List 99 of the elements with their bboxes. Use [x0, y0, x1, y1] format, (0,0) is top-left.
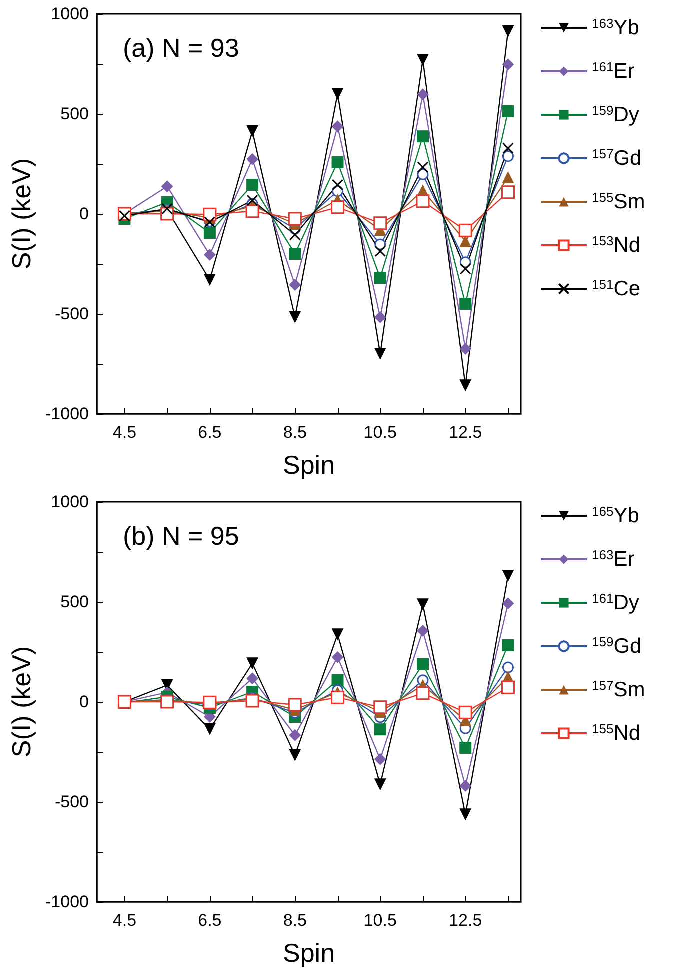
text: (a) N = 93 [123, 33, 240, 63]
point [289, 279, 302, 291]
point [502, 662, 514, 674]
point [203, 696, 217, 710]
point [246, 125, 259, 138]
point [246, 179, 259, 191]
point [460, 263, 472, 275]
point [246, 658, 259, 670]
point [374, 246, 386, 258]
y-tick-label: -1000 [46, 892, 89, 912]
point [416, 658, 429, 670]
point [374, 724, 386, 736]
point [502, 171, 514, 184]
point [502, 58, 514, 71]
point [204, 274, 216, 286]
point [460, 808, 472, 821]
point [246, 153, 259, 166]
point [501, 186, 515, 200]
point [332, 120, 344, 133]
point [416, 686, 430, 700]
point [331, 200, 345, 214]
point [204, 723, 216, 736]
point [160, 695, 174, 709]
x-tick-label: 8.5 [283, 911, 307, 930]
point [460, 343, 472, 355]
x-tick-label: 10.5 [364, 423, 397, 442]
x-tick-label: 4.5 [112, 423, 137, 442]
point [203, 208, 217, 222]
point [416, 598, 429, 611]
point [289, 248, 302, 260]
y-tick-label: 500 [60, 592, 89, 612]
point [417, 168, 429, 180]
x-axis-title: Spin [282, 938, 336, 968]
y-tick-label: -500 [54, 792, 89, 812]
y-tick-label: 1000 [51, 492, 89, 512]
point [460, 298, 472, 310]
point [502, 25, 514, 38]
y-axis-title: S(I) (keV) [6, 158, 37, 270]
point [417, 162, 429, 174]
point [246, 204, 260, 218]
point [289, 311, 302, 324]
x-tick-label: 12.5 [449, 423, 482, 442]
point [460, 780, 472, 792]
point [246, 672, 259, 685]
point [502, 105, 514, 118]
y-tick-label: 0 [80, 692, 89, 712]
x-tick-label: 4.5 [112, 911, 137, 930]
y-tick-label: -1000 [46, 404, 89, 424]
point [502, 570, 514, 582]
point [246, 194, 258, 206]
y-tick-label: -500 [54, 304, 89, 324]
point [416, 194, 430, 208]
point [332, 628, 344, 641]
point [458, 224, 472, 238]
point [246, 694, 260, 708]
point [374, 216, 388, 230]
point [502, 142, 514, 154]
point [416, 130, 429, 143]
point [288, 698, 302, 712]
y-tick-label: 1000 [51, 4, 89, 24]
point [502, 150, 514, 162]
y-axis-title: S(I) (keV) [6, 646, 37, 758]
point [374, 700, 388, 714]
point [204, 249, 216, 261]
x-tick-label: 8.5 [283, 423, 307, 442]
point [416, 88, 429, 101]
point [289, 729, 302, 742]
point [204, 227, 216, 239]
point [374, 778, 386, 791]
x-tick-label: 12.5 [449, 911, 482, 930]
point [289, 229, 301, 241]
x-axis-title: Spin [282, 450, 336, 480]
point [501, 680, 515, 694]
y-tick-label: 0 [80, 204, 89, 224]
y-tick-label: 500 [60, 104, 89, 124]
point [374, 753, 386, 766]
point [502, 598, 514, 610]
text: (b) N = 95 [123, 521, 240, 551]
point [331, 690, 345, 704]
x-tick-label: 6.5 [198, 423, 222, 442]
point [332, 179, 344, 191]
point [460, 380, 472, 392]
point [332, 88, 344, 100]
x-tick-label: 10.5 [364, 911, 397, 930]
point [374, 311, 386, 324]
point [332, 156, 344, 168]
point [374, 272, 386, 284]
point [458, 706, 472, 720]
point [161, 180, 174, 193]
point [289, 749, 302, 762]
point [374, 348, 386, 360]
point [460, 742, 472, 754]
point [332, 651, 344, 664]
point [288, 212, 302, 226]
x-tick-label: 6.5 [198, 911, 222, 930]
point [416, 54, 429, 66]
point [416, 625, 429, 637]
point [332, 674, 344, 686]
point [502, 639, 514, 652]
